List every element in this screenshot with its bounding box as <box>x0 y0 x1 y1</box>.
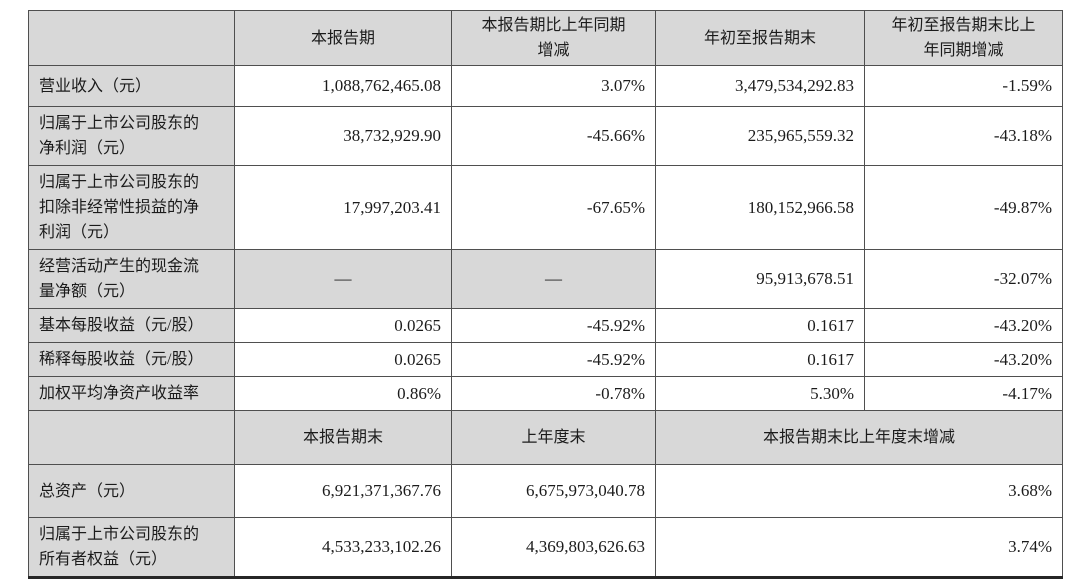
cell-current-period: 1,088,762,465.08 <box>234 65 452 107</box>
row-label: 归属于上市公司股东的 净利润（元） <box>28 106 235 166</box>
cell-ytd: 0.1617 <box>655 342 865 377</box>
cell-period-end: 4,533,233,102.26 <box>234 517 452 579</box>
cell-yoy-change: -45.66% <box>451 106 656 166</box>
cell-ytd-yoy-change: -4.17% <box>864 376 1063 411</box>
row-basic-eps: 基本每股收益（元/股） 0.0265 -45.92% 0.1617 -43.20… <box>28 308 1063 343</box>
col-header-yoy-change: 本报告期比上年同期 增减 <box>451 10 656 66</box>
cell-ytd-yoy-change: -43.18% <box>864 106 1063 166</box>
cell-ytd: 95,913,678.51 <box>655 249 865 309</box>
cell-current-period-dash: — <box>234 249 452 309</box>
cell-current-period: 0.0265 <box>234 342 452 377</box>
cell-ytd: 0.1617 <box>655 308 865 343</box>
cell-ytd: 3,479,534,292.83 <box>655 65 865 107</box>
row-label: 稀释每股收益（元/股） <box>28 342 235 377</box>
cell-ytd-yoy-change: -49.87% <box>864 165 1063 250</box>
cell-ytd-yoy-change: -32.07% <box>864 249 1063 309</box>
cell-prev-year-end: 4,369,803,626.63 <box>451 517 656 579</box>
corner-cell <box>28 10 235 66</box>
cell-current-period: 17,997,203.41 <box>234 165 452 250</box>
cell-prev-year-end: 6,675,973,040.78 <box>451 464 656 518</box>
cell-end-change: 3.74% <box>655 517 1063 579</box>
cell-ytd-yoy-change: -43.20% <box>864 342 1063 377</box>
cell-current-period: 38,732,929.90 <box>234 106 452 166</box>
row-diluted-eps: 稀释每股收益（元/股） 0.0265 -45.92% 0.1617 -43.20… <box>28 342 1063 377</box>
cell-yoy-change: -67.65% <box>451 165 656 250</box>
row-net-profit-excl-nonrecurring: 归属于上市公司股东的 扣除非经常性损益的净 利润（元） 17,997,203.4… <box>28 165 1063 250</box>
report-page: 本报告期 本报告期比上年同期 增减 年初至报告期末 年初至报告期末比上 年同期增… <box>28 10 1063 579</box>
corner-cell <box>28 410 235 465</box>
row-label: 加权平均净资产收益率 <box>28 376 235 411</box>
row-operating-revenue: 营业收入（元） 1,088,762,465.08 3.07% 3,479,534… <box>28 65 1063 107</box>
cell-ytd-yoy-change: -1.59% <box>864 65 1063 107</box>
cell-current-period: 0.86% <box>234 376 452 411</box>
row-operating-cash-flow: 经营活动产生的现金流 量净额（元） — — 95,913,678.51 -32.… <box>28 249 1063 309</box>
cell-ytd-yoy-change: -43.20% <box>864 308 1063 343</box>
cell-ytd: 235,965,559.32 <box>655 106 865 166</box>
col-header-period-end: 本报告期末 <box>234 410 452 465</box>
row-label: 经营活动产生的现金流 量净额（元） <box>28 249 235 309</box>
row-net-profit: 归属于上市公司股东的 净利润（元） 38,732,929.90 -45.66% … <box>28 106 1063 166</box>
row-total-assets: 总资产（元） 6,921,371,367.76 6,675,973,040.78… <box>28 464 1063 518</box>
cell-yoy-change: 3.07% <box>451 65 656 107</box>
row-label: 总资产（元） <box>28 464 235 518</box>
row-label: 归属于上市公司股东的 所有者权益（元） <box>28 517 235 579</box>
cell-yoy-change-dash: — <box>451 249 656 309</box>
col-header-ytd-yoy-change: 年初至报告期末比上 年同期增减 <box>864 10 1063 66</box>
col-header-end-change: 本报告期末比上年度末增减 <box>655 410 1063 465</box>
cell-yoy-change: -45.92% <box>451 308 656 343</box>
cell-end-change: 3.68% <box>655 464 1063 518</box>
cell-ytd: 180,152,966.58 <box>655 165 865 250</box>
row-owners-equity: 归属于上市公司股东的 所有者权益（元） 4,533,233,102.26 4,3… <box>28 517 1063 579</box>
cell-yoy-change: -0.78% <box>451 376 656 411</box>
col-header-ytd: 年初至报告期末 <box>655 10 865 66</box>
col-header-prev-year-end: 上年度末 <box>451 410 656 465</box>
financial-summary-table: 本报告期 本报告期比上年同期 增减 年初至报告期末 年初至报告期末比上 年同期增… <box>28 10 1063 579</box>
row-label: 基本每股收益（元/股） <box>28 308 235 343</box>
row-label: 营业收入（元） <box>28 65 235 107</box>
cell-current-period: 0.0265 <box>234 308 452 343</box>
cell-yoy-change: -45.92% <box>451 342 656 377</box>
cell-period-end: 6,921,371,367.76 <box>234 464 452 518</box>
col-header-current-period: 本报告期 <box>234 10 452 66</box>
row-label: 归属于上市公司股东的 扣除非经常性损益的净 利润（元） <box>28 165 235 250</box>
row-weighted-avg-roe: 加权平均净资产收益率 0.86% -0.78% 5.30% -4.17% <box>28 376 1063 411</box>
cell-ytd: 5.30% <box>655 376 865 411</box>
section2-header-row: 本报告期末 上年度末 本报告期末比上年度末增减 <box>28 410 1063 465</box>
section1-header-row: 本报告期 本报告期比上年同期 增减 年初至报告期末 年初至报告期末比上 年同期增… <box>28 10 1063 66</box>
